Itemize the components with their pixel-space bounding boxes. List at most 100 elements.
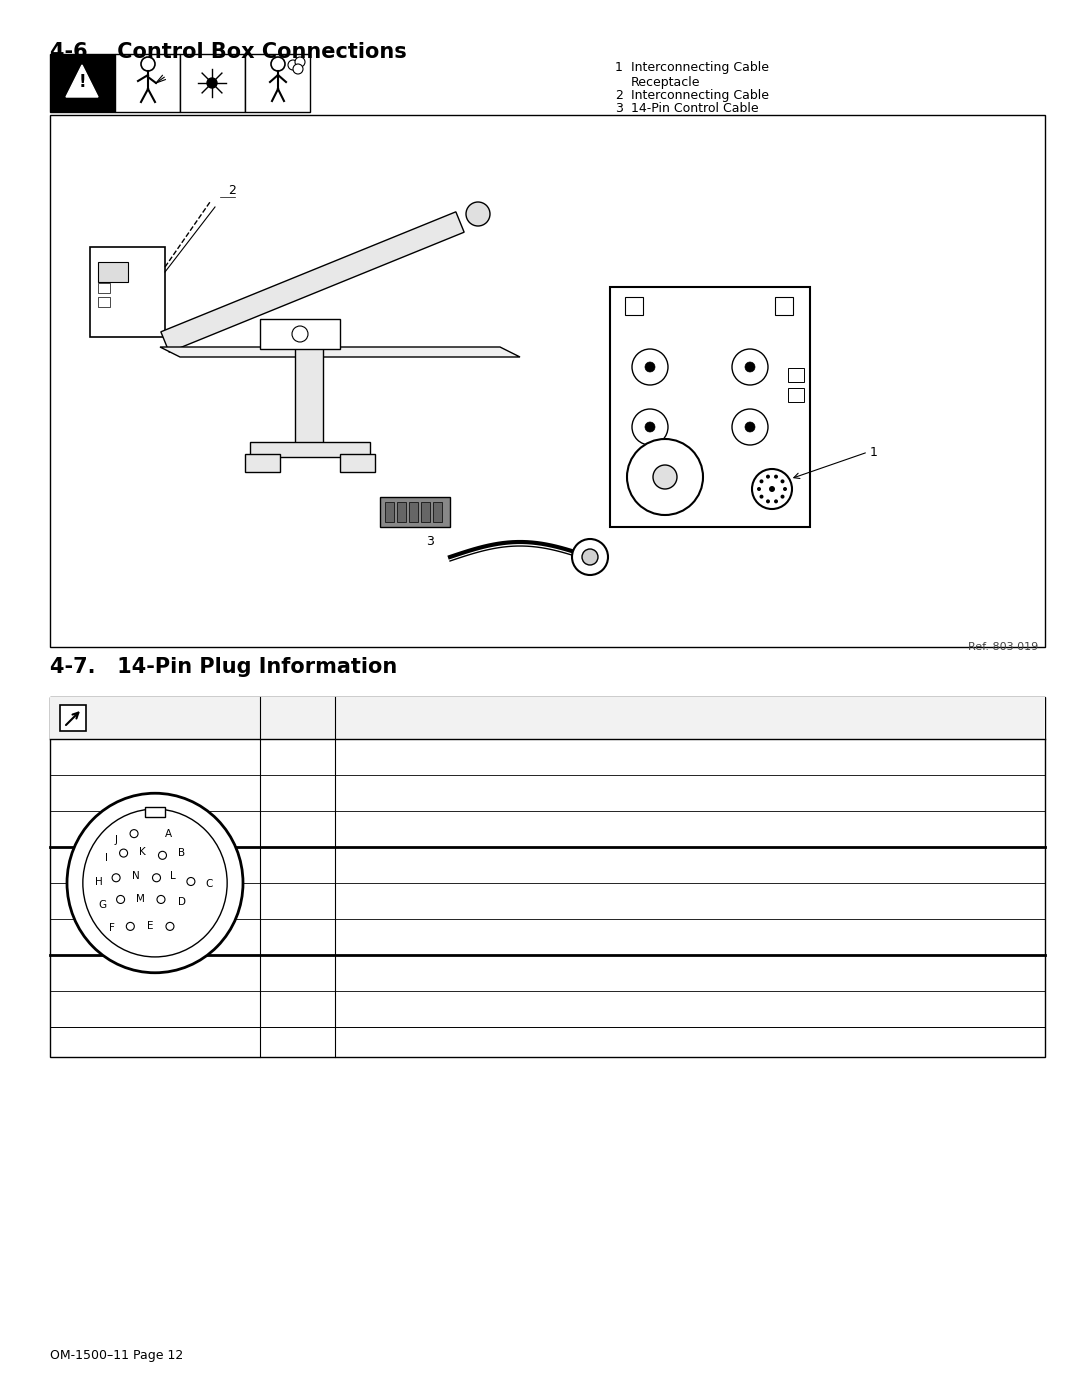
Text: 1: 1 bbox=[870, 446, 878, 458]
Text: E: E bbox=[294, 930, 301, 943]
Circle shape bbox=[759, 495, 764, 499]
Text: F: F bbox=[294, 1003, 301, 1016]
Polygon shape bbox=[66, 66, 98, 96]
Text: Interconnecting Cable
Receptacle: Interconnecting Cable Receptacle bbox=[631, 61, 769, 89]
Text: Ref. 803 019: Ref. 803 019 bbox=[968, 643, 1038, 652]
Text: L: L bbox=[170, 872, 176, 882]
Text: C: C bbox=[293, 859, 302, 872]
Text: OM-1500–11 Page 12: OM-1500–11 Page 12 bbox=[50, 1350, 184, 1362]
Circle shape bbox=[632, 409, 669, 446]
Bar bbox=[98, 298, 110, 307]
Text: M: M bbox=[136, 894, 145, 904]
Bar bbox=[245, 54, 310, 112]
Text: 2: 2 bbox=[228, 183, 235, 197]
Circle shape bbox=[152, 873, 161, 882]
Bar bbox=[409, 502, 418, 522]
Circle shape bbox=[774, 499, 778, 503]
Circle shape bbox=[781, 495, 784, 499]
Text: Current feedback; 0 to +10 volts dc, 1 volt per 100 amperes.: Current feedback; 0 to +10 volts dc, 1 v… bbox=[345, 1003, 728, 1016]
Circle shape bbox=[130, 830, 138, 838]
Bar bbox=[384, 502, 394, 522]
Circle shape bbox=[766, 499, 770, 503]
Circle shape bbox=[293, 64, 303, 74]
Text: 3: 3 bbox=[427, 535, 434, 548]
Circle shape bbox=[759, 479, 764, 483]
Bar bbox=[180, 54, 245, 112]
Circle shape bbox=[745, 422, 755, 432]
Text: *The remaining pins are not used.: *The remaining pins are not used. bbox=[60, 1035, 273, 1049]
Circle shape bbox=[766, 475, 770, 479]
Bar bbox=[340, 454, 375, 472]
Bar bbox=[610, 286, 810, 527]
Bar bbox=[50, 54, 114, 112]
Bar bbox=[788, 367, 804, 381]
Text: D: D bbox=[293, 894, 302, 908]
Circle shape bbox=[465, 203, 490, 226]
Circle shape bbox=[645, 422, 654, 432]
Bar bbox=[421, 502, 430, 522]
Text: Contact closure to A completes 24 volts ac contactor control circuit.: Contact closure to A completes 24 volts … bbox=[345, 787, 771, 799]
Bar bbox=[380, 497, 450, 527]
Circle shape bbox=[769, 486, 775, 492]
Bar bbox=[775, 298, 793, 314]
Bar bbox=[98, 263, 129, 282]
Bar bbox=[145, 807, 165, 817]
Text: 2: 2 bbox=[615, 89, 623, 102]
Bar bbox=[98, 284, 110, 293]
Text: 0 to +10 volts dc input command signal from remote control with respect to socke: 0 to +10 volts dc input command signal f… bbox=[345, 930, 886, 943]
Circle shape bbox=[757, 488, 761, 490]
Text: Voltage feedback; 0 to +10 volts dc, 1 volt per 10 arc volts.: Voltage feedback; 0 to +10 volts dc, 1 v… bbox=[345, 967, 719, 979]
Ellipse shape bbox=[83, 809, 227, 957]
Text: D: D bbox=[178, 897, 186, 908]
Circle shape bbox=[126, 922, 134, 930]
Circle shape bbox=[732, 349, 768, 386]
Bar bbox=[60, 705, 86, 731]
Bar bbox=[249, 441, 370, 457]
Text: Interconnecting Cable: Interconnecting Cable bbox=[631, 89, 769, 102]
Text: REMOTE  14: REMOTE 14 bbox=[92, 711, 176, 725]
Text: H: H bbox=[95, 876, 103, 887]
Bar bbox=[397, 502, 406, 522]
Text: Pin Information: Pin Information bbox=[630, 711, 751, 725]
Text: A: A bbox=[165, 828, 172, 838]
Circle shape bbox=[627, 439, 703, 515]
Text: C: C bbox=[205, 880, 213, 890]
Text: 3: 3 bbox=[615, 102, 623, 115]
Text: +10 volts dc output to remote control with respect to socket D.: +10 volts dc output to remote control wi… bbox=[345, 859, 742, 872]
Circle shape bbox=[732, 409, 768, 446]
Circle shape bbox=[653, 465, 677, 489]
Bar bbox=[114, 54, 180, 112]
Text: B: B bbox=[178, 848, 186, 858]
Text: F: F bbox=[109, 923, 114, 933]
Text: N: N bbox=[133, 872, 140, 882]
Text: 24 volts ac with respect to socket G.: 24 volts ac with respect to socket G. bbox=[345, 750, 573, 764]
Circle shape bbox=[645, 362, 654, 372]
Text: Circuit common for 24 volts ac circuit.: Circuit common for 24 volts ac circuit. bbox=[345, 823, 584, 835]
Bar bbox=[50, 697, 1045, 1058]
Text: 14-Pin Control Cable: 14-Pin Control Cable bbox=[631, 102, 758, 115]
Bar bbox=[295, 346, 323, 447]
Circle shape bbox=[288, 60, 298, 70]
Text: H: H bbox=[293, 967, 302, 979]
Bar bbox=[788, 388, 804, 402]
Circle shape bbox=[117, 895, 124, 904]
Circle shape bbox=[632, 349, 669, 386]
Text: J: J bbox=[114, 834, 118, 845]
Text: G: G bbox=[98, 901, 107, 911]
Text: 4-6.   Control Box Connections: 4-6. Control Box Connections bbox=[50, 42, 407, 61]
Bar bbox=[90, 247, 165, 337]
Text: Pin*: Pin* bbox=[282, 711, 313, 725]
Polygon shape bbox=[161, 212, 464, 352]
Circle shape bbox=[752, 469, 792, 509]
Text: K: K bbox=[139, 847, 146, 856]
Text: G: G bbox=[293, 823, 302, 835]
Bar bbox=[50, 697, 1045, 739]
Circle shape bbox=[157, 895, 165, 904]
Bar bbox=[433, 502, 442, 522]
Circle shape bbox=[166, 922, 174, 930]
Text: !: ! bbox=[78, 73, 85, 91]
Bar bbox=[625, 298, 643, 314]
Circle shape bbox=[781, 479, 784, 483]
Text: E: E bbox=[147, 922, 153, 932]
Text: B: B bbox=[293, 787, 302, 799]
